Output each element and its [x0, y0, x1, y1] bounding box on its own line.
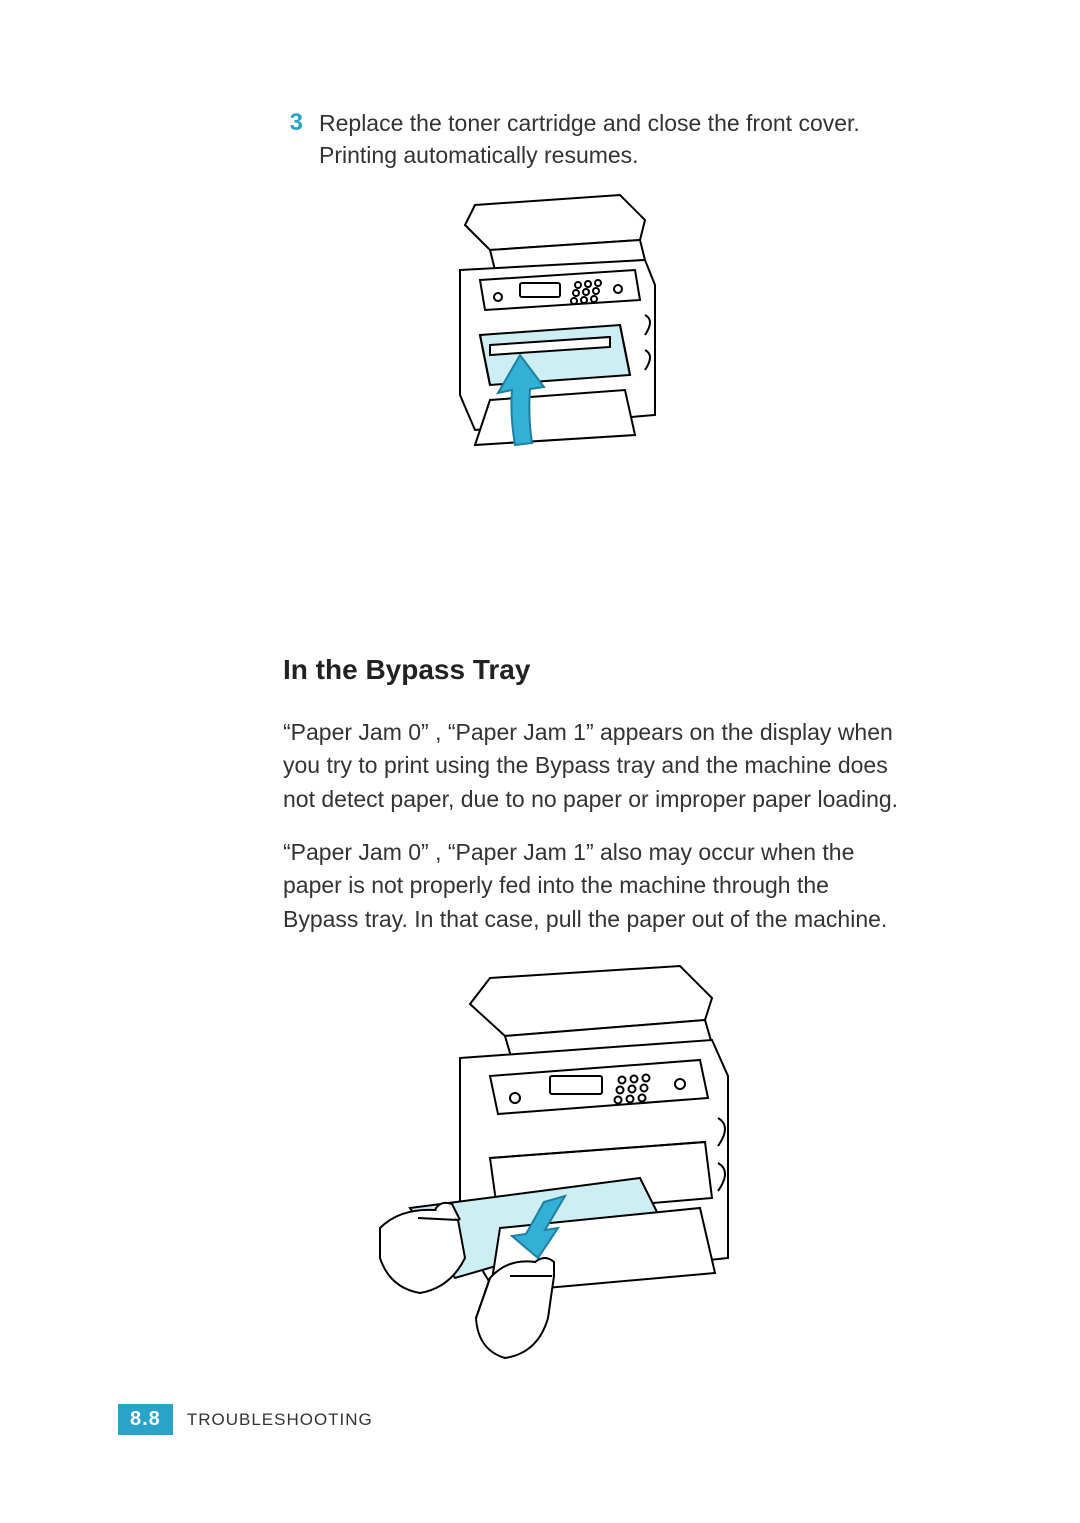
section-heading: In the Bypass Tray	[283, 654, 530, 686]
page-number-badge: 8.8	[118, 1404, 173, 1435]
step-text: Replace the toner cartridge and close th…	[319, 107, 903, 171]
page-footer: 8.8 TROUBLESHOOTING	[118, 1404, 373, 1435]
step-row: 3 Replace the toner cartridge and close …	[283, 107, 903, 171]
paragraph-1: “Paper Jam 0” , “Paper Jam 1” appears on…	[283, 716, 905, 816]
step-number: 3	[283, 107, 319, 171]
footer-chapter-label: TROUBLESHOOTING	[187, 1410, 373, 1430]
figure-printer-close-cover	[420, 185, 680, 475]
manual-page: 3 Replace the toner cartridge and close …	[0, 0, 1080, 1523]
figure-pull-paper-bypass	[340, 958, 760, 1378]
paragraph-2: “Paper Jam 0” , “Paper Jam 1” also may o…	[283, 836, 905, 936]
